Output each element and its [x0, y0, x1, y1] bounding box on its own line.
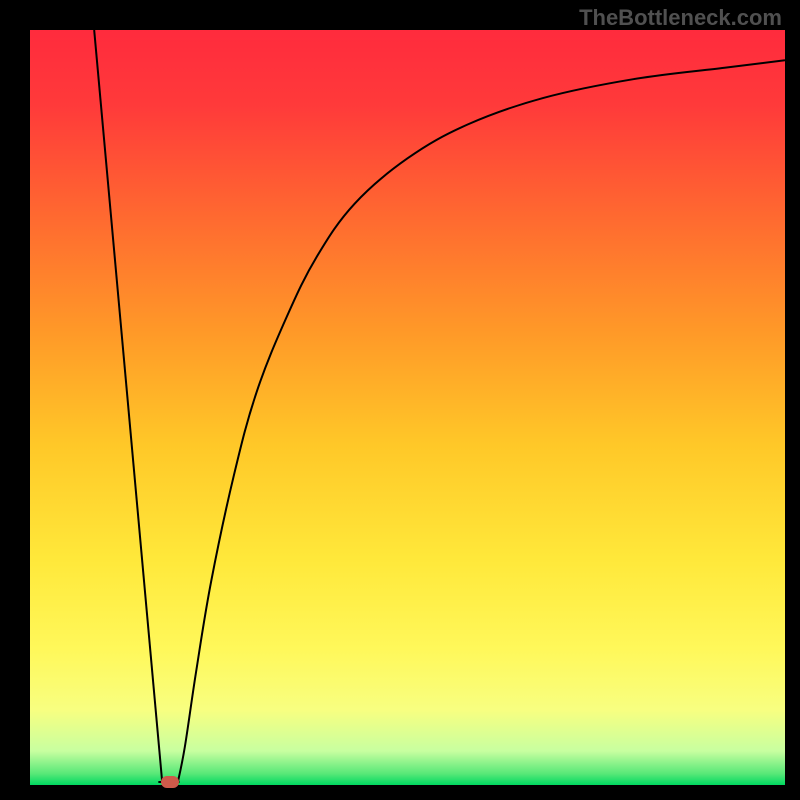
curve-left-descent [94, 30, 162, 781]
curve-right-ascent [177, 60, 785, 785]
watermark-text: TheBottleneck.com [579, 5, 782, 31]
curve-layer [30, 30, 785, 785]
plot-area [30, 30, 785, 785]
minimum-marker [161, 776, 179, 788]
chart-container: TheBottleneck.com [0, 0, 800, 800]
